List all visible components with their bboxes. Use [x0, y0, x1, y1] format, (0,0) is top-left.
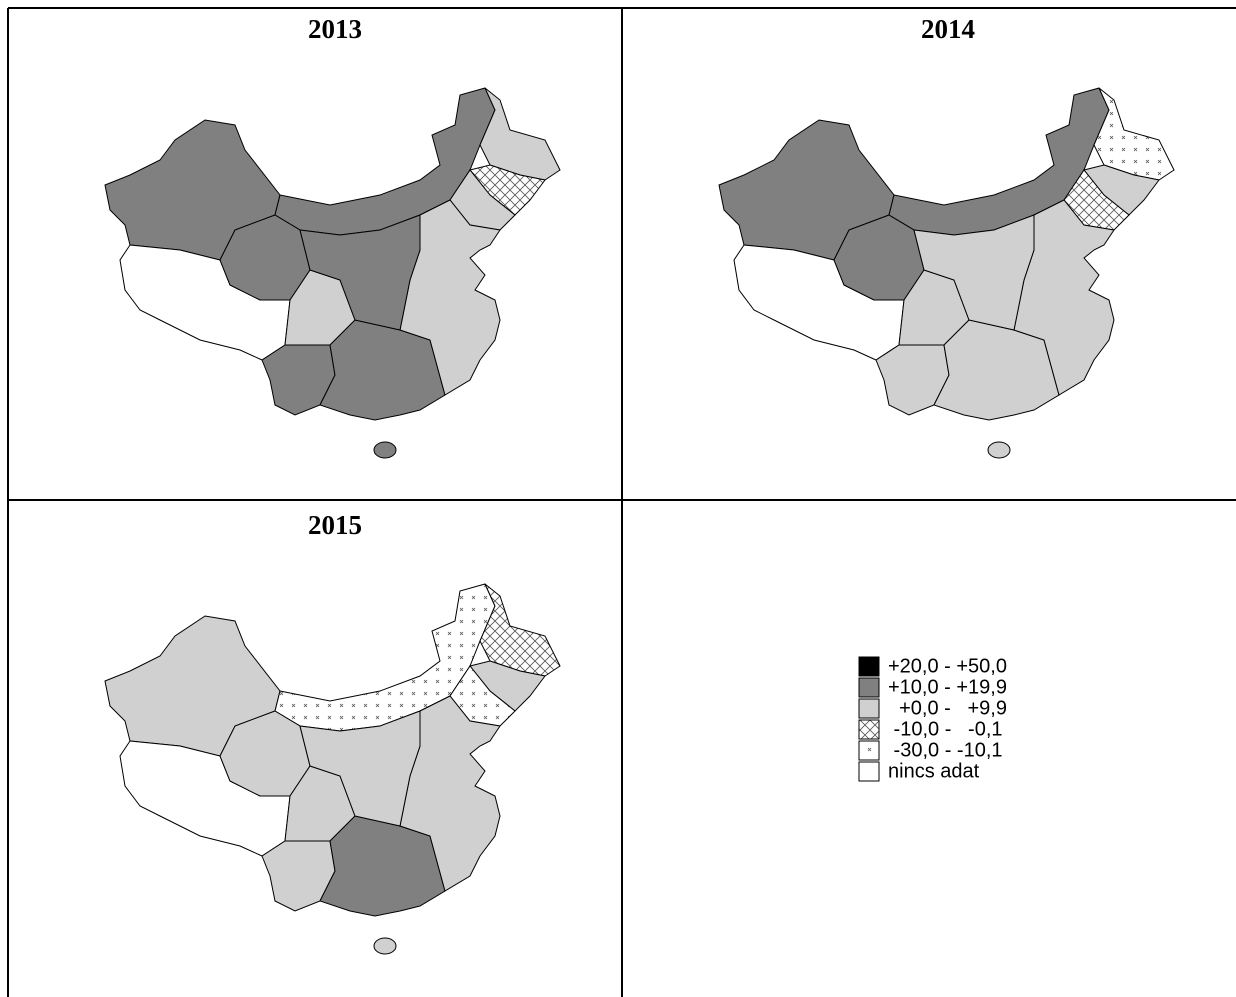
china-map [104, 87, 561, 459]
legend-label: nincs adat [888, 760, 980, 782]
legend-label: +0,0 - +9,9 [888, 697, 1007, 719]
province [373, 441, 397, 459]
legend-swatch [858, 719, 880, 740]
legend-swatch [858, 740, 880, 761]
panel-title: 2014 [921, 14, 975, 44]
china-map [718, 87, 1175, 459]
legend: +20,0 - +50,0+10,0 - +19,9 +0,0 - +9,9 -… [858, 655, 1007, 782]
frame [7, 7, 1236, 997]
legend-label: +10,0 - +19,9 [888, 676, 1007, 698]
legend-swatch [858, 761, 880, 782]
province [299, 214, 421, 331]
legend-label: -30,0 - -10,1 [888, 739, 1003, 761]
panel-title: 2015 [308, 510, 362, 540]
legend-label: -10,0 - -0,1 [888, 718, 1003, 740]
province [399, 199, 501, 396]
province [373, 937, 397, 955]
province [399, 695, 501, 892]
legend-swatch [858, 656, 880, 677]
maps [104, 87, 1175, 955]
province [299, 710, 421, 827]
province [913, 214, 1035, 331]
china-map [104, 583, 561, 955]
province [1013, 199, 1115, 396]
panel-title: 2013 [308, 14, 362, 44]
legend-label: +20,0 - +50,0 [888, 655, 1007, 677]
province [987, 441, 1011, 459]
legend-swatch [858, 677, 880, 698]
legend-swatch [858, 698, 880, 719]
